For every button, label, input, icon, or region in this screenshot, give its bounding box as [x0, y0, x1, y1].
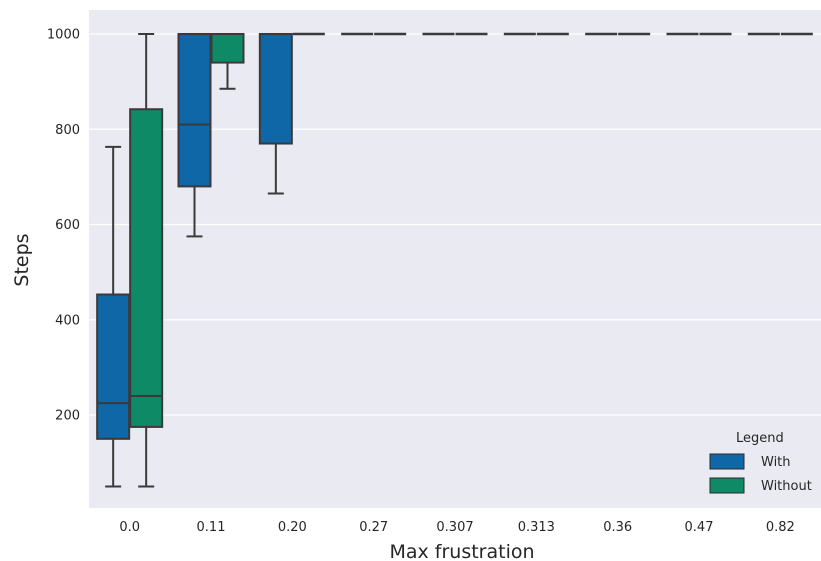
- box-iqr: [129, 108, 164, 428]
- box-with-2: [258, 33, 293, 195]
- legend-swatch-without: [709, 477, 745, 494]
- y-axis-title: Steps: [11, 233, 33, 286]
- box-with-1: [177, 33, 212, 238]
- x-tick-label: 0.11: [197, 520, 226, 535]
- x-tick-label: 0.47: [685, 520, 714, 535]
- legend-label-without: Without: [761, 479, 812, 494]
- box-iqr: [258, 33, 293, 145]
- x-tick-label: 0.20: [278, 520, 307, 535]
- box-without-0: [129, 33, 164, 488]
- legend-label-with: With: [761, 455, 791, 470]
- y-tick-label: 200: [55, 409, 80, 424]
- box-with-0: [96, 145, 131, 488]
- y-tick-label: 1000: [47, 28, 80, 43]
- x-tick-label: 0.27: [359, 520, 388, 535]
- legend-title: Legend: [736, 431, 784, 446]
- x-tick-label: 0.0: [119, 520, 140, 535]
- x-tick-labels: 0.0 0.11 0.20 0.27 0.307 0.313 0.36 0.47 0.82: [119, 520, 794, 535]
- x-tick-label: 0.307: [436, 520, 473, 535]
- x-tick-label: 0.36: [603, 520, 632, 535]
- boxes: [96, 32, 813, 488]
- legend-swatch-with: [709, 453, 745, 470]
- box-iqr: [210, 33, 245, 64]
- x-tick-label: 0.313: [518, 520, 555, 535]
- y-tick-label: 800: [55, 123, 80, 138]
- y-tick-labels: 200 400 600 800 1000: [47, 28, 80, 424]
- box-iqr: [177, 33, 212, 188]
- y-tick-label: 400: [55, 313, 80, 328]
- box-iqr: [96, 293, 131, 440]
- box-without-1: [210, 33, 245, 90]
- y-tick-label: 600: [55, 218, 80, 233]
- x-axis-title: Max frustration: [389, 541, 534, 561]
- legend: Legend With Without: [709, 431, 812, 494]
- x-tick-label: 0.82: [766, 520, 795, 535]
